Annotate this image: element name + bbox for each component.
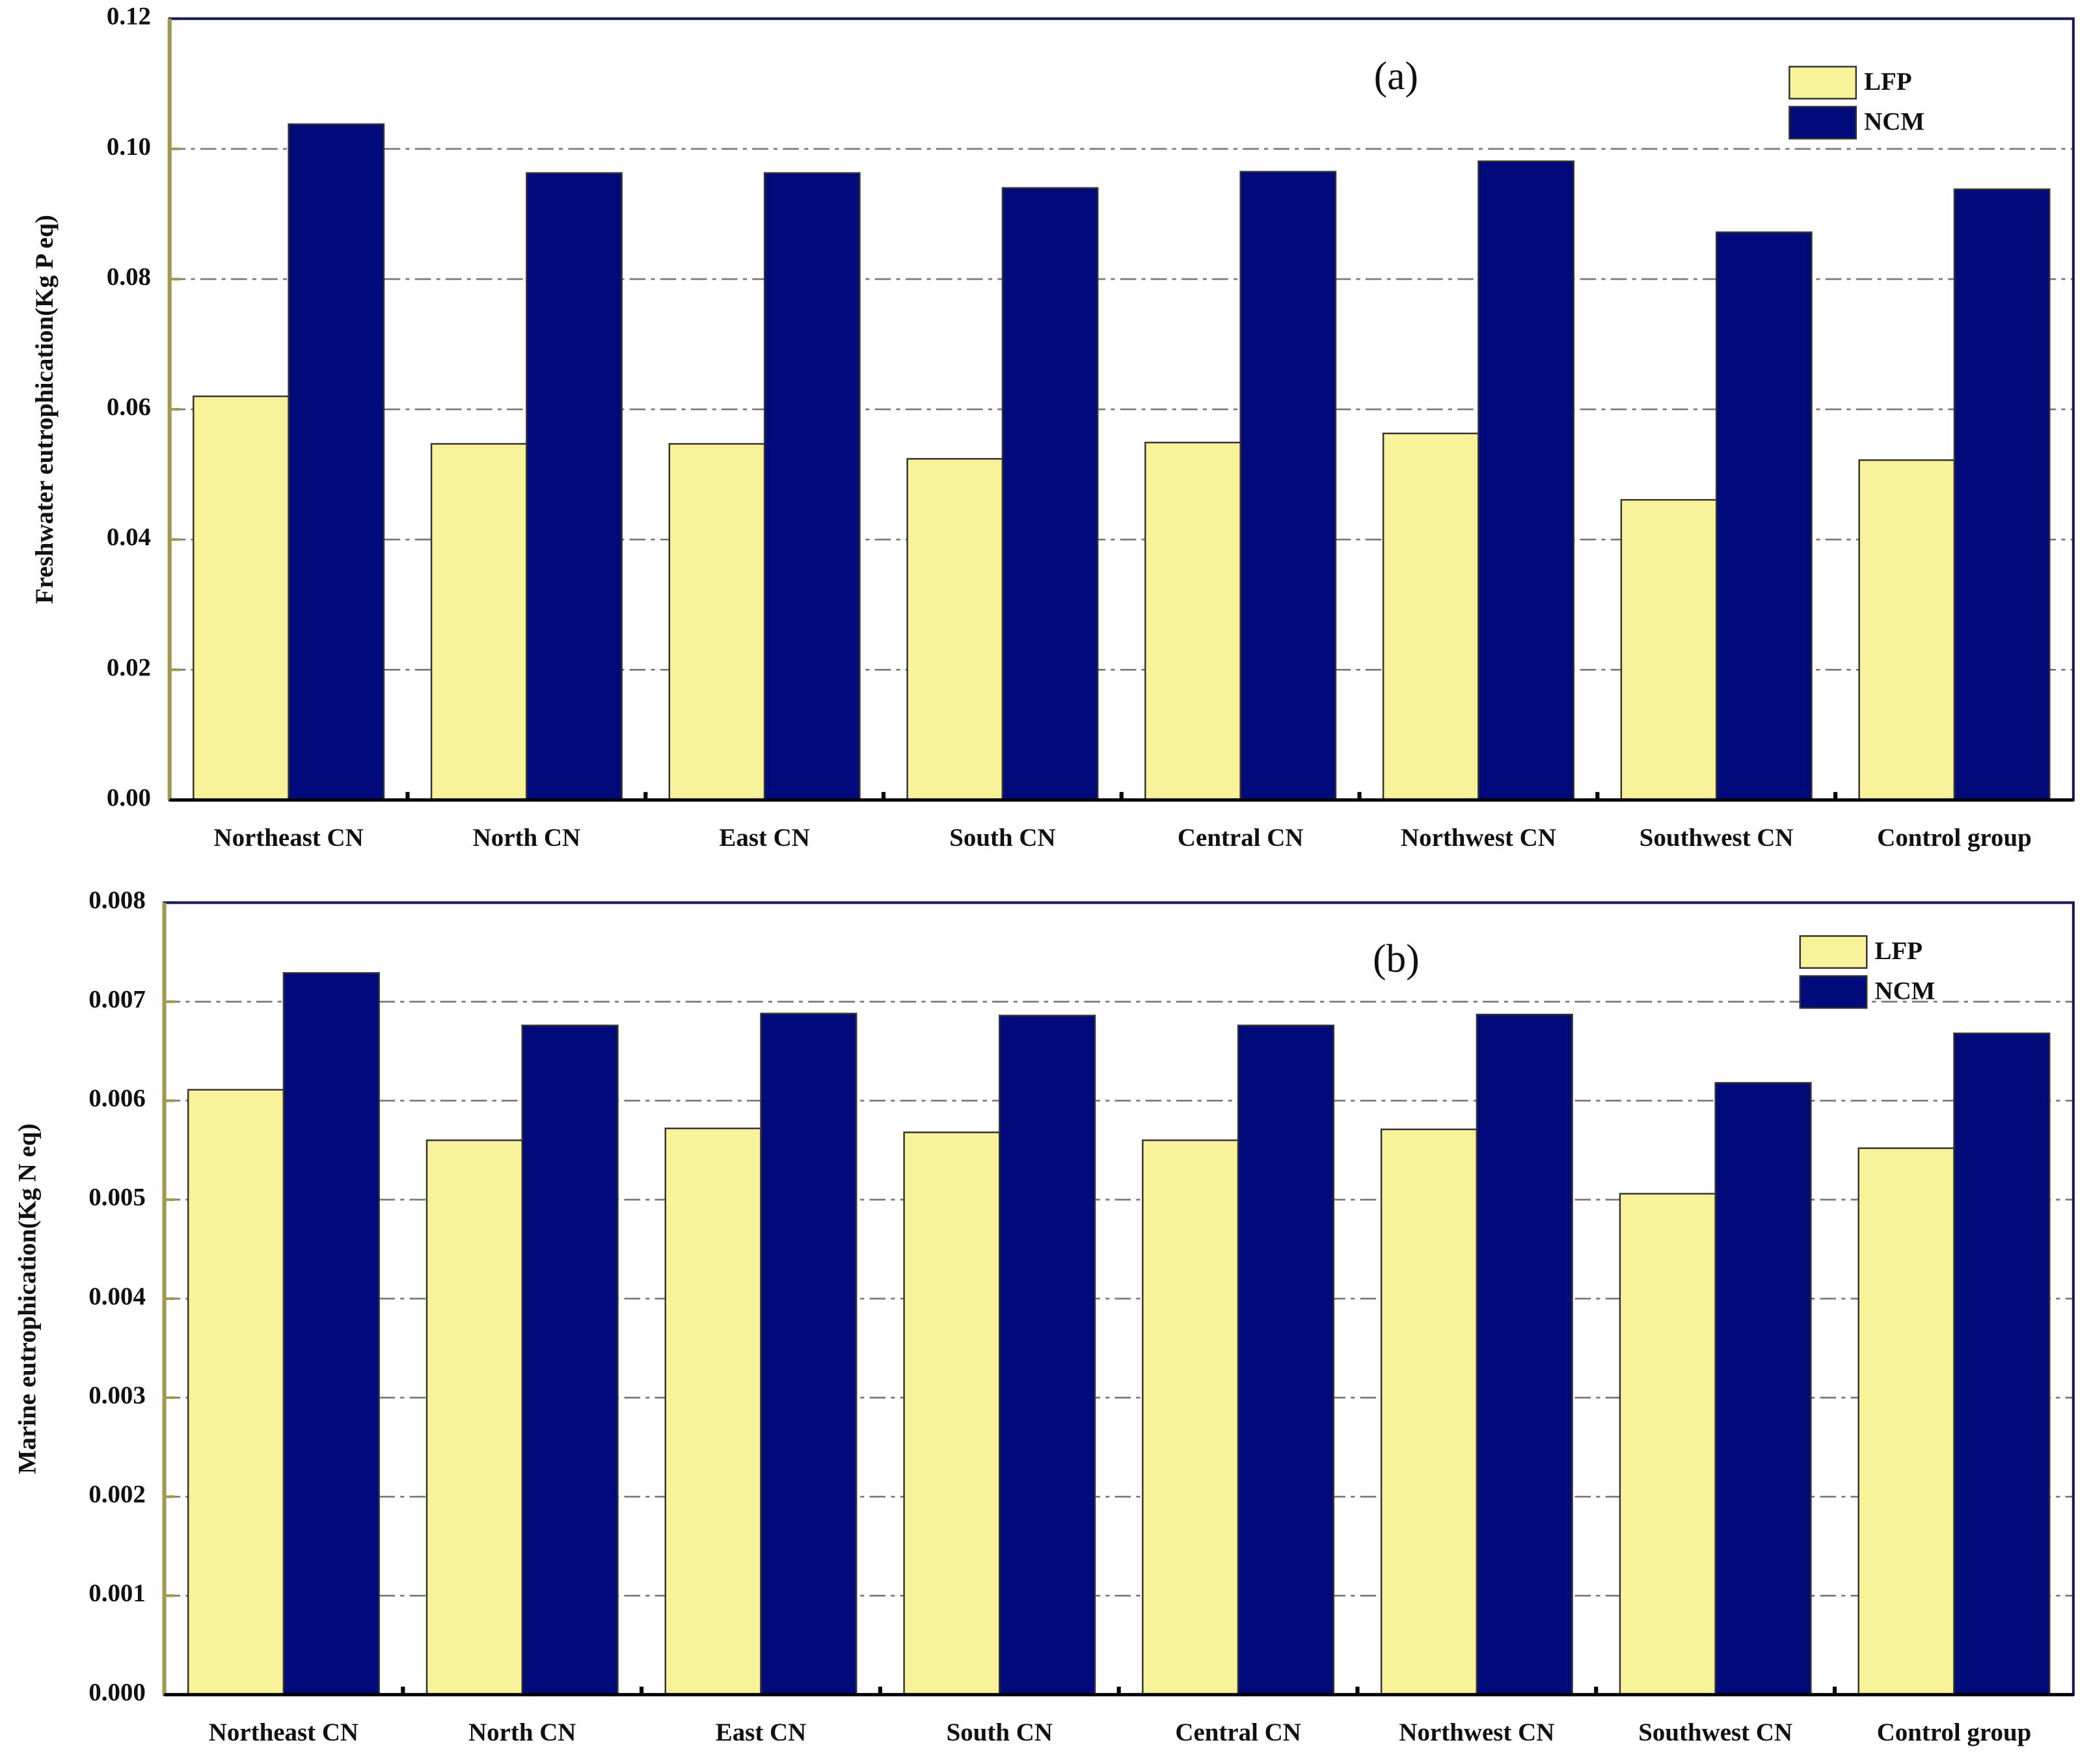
- x-tick-label: Northwest CN: [1401, 824, 1556, 852]
- bar: [1237, 1024, 1335, 1696]
- bar: [193, 395, 290, 801]
- panel-label: (b): [1373, 937, 1420, 981]
- bar: [1620, 498, 1718, 801]
- legend-swatch: [1799, 935, 1868, 969]
- y-tick-label: 0.10: [107, 133, 151, 161]
- x-tick-label: Northeast CN: [209, 1718, 358, 1746]
- bar: [1144, 441, 1241, 801]
- bar: [1380, 1128, 1478, 1696]
- y-axis-label: Freshwater eutrophication(Kg P eq): [31, 215, 59, 604]
- y-tick-label: 0.006: [88, 1084, 146, 1112]
- panel-label: (a): [1374, 54, 1418, 98]
- y-tick-label: 0.003: [88, 1381, 146, 1409]
- bar: [1619, 1193, 1716, 1696]
- y-axis-label: Marine eutrophication(Kg N eq): [13, 1123, 41, 1474]
- bar: [425, 1139, 523, 1696]
- legend-label: NCM: [1875, 977, 1936, 1005]
- bar: [187, 1089, 285, 1696]
- y-tick-label: 0.04: [107, 523, 151, 551]
- x-tick-label: East CN: [719, 824, 809, 852]
- bar: [1001, 187, 1099, 801]
- y-tick-label: 0.004: [88, 1282, 146, 1310]
- x-tick-label: Control group: [1877, 824, 2032, 852]
- x-tick-label: East CN: [716, 1718, 806, 1746]
- x-tick-label: South CN: [949, 824, 1055, 852]
- bar: [1382, 432, 1479, 801]
- legend-swatch: [1788, 66, 1857, 100]
- bar: [1142, 1139, 1239, 1696]
- y-tick-label: 0.005: [88, 1184, 146, 1212]
- x-tick-label: Southwest CN: [1638, 1718, 1792, 1746]
- bar: [1477, 160, 1574, 801]
- bar: [664, 1127, 762, 1696]
- legend-swatch: [1799, 975, 1868, 1009]
- bar: [1239, 170, 1337, 801]
- x-tick-label: Southwest CN: [1639, 824, 1794, 852]
- legend-label: LFP: [1864, 68, 1912, 96]
- bar: [288, 123, 385, 801]
- y-tick-label: 0.008: [88, 886, 146, 914]
- y-tick-label: 0.007: [88, 985, 146, 1013]
- x-tick-label: North CN: [468, 1718, 576, 1746]
- y-tick-label: 0.000: [88, 1678, 146, 1706]
- x-tick-label: Central CN: [1178, 824, 1304, 852]
- bar: [1858, 459, 1956, 801]
- bar: [1476, 1013, 1573, 1696]
- y-tick-label: 0.002: [88, 1480, 146, 1508]
- bar: [1857, 1147, 1955, 1696]
- bar: [760, 1012, 857, 1696]
- legend-label: LFP: [1875, 937, 1923, 965]
- y-tick-label: 0.02: [107, 653, 151, 681]
- bar: [521, 1024, 619, 1696]
- bar: [1953, 1032, 2051, 1696]
- bar: [906, 457, 1004, 801]
- legend-swatch: [1788, 105, 1857, 140]
- x-tick-label: South CN: [947, 1718, 1053, 1746]
- bar: [668, 442, 766, 801]
- y-tick-label: 0.12: [107, 3, 151, 31]
- bar: [282, 972, 380, 1696]
- y-tick-label: 0.001: [88, 1579, 146, 1607]
- y-tick-label: 0.06: [107, 393, 151, 421]
- x-tick-label: Northeast CN: [213, 824, 363, 852]
- x-tick-label: Northwest CN: [1399, 1718, 1554, 1746]
- legend-label: NCM: [1864, 108, 1924, 136]
- bar: [999, 1014, 1096, 1696]
- bar: [1715, 231, 1813, 801]
- x-tick-label: Central CN: [1175, 1718, 1301, 1746]
- bar: [1714, 1081, 1812, 1696]
- x-tick-label: Control group: [1877, 1718, 2032, 1746]
- y-tick-label: 0.08: [107, 263, 151, 291]
- x-tick-label: North CN: [473, 824, 580, 852]
- bar: [903, 1132, 1001, 1696]
- bar: [430, 442, 528, 801]
- bar: [1953, 188, 2051, 801]
- bar: [526, 172, 623, 801]
- y-tick-label: 0.00: [107, 783, 151, 811]
- bar: [763, 172, 861, 801]
